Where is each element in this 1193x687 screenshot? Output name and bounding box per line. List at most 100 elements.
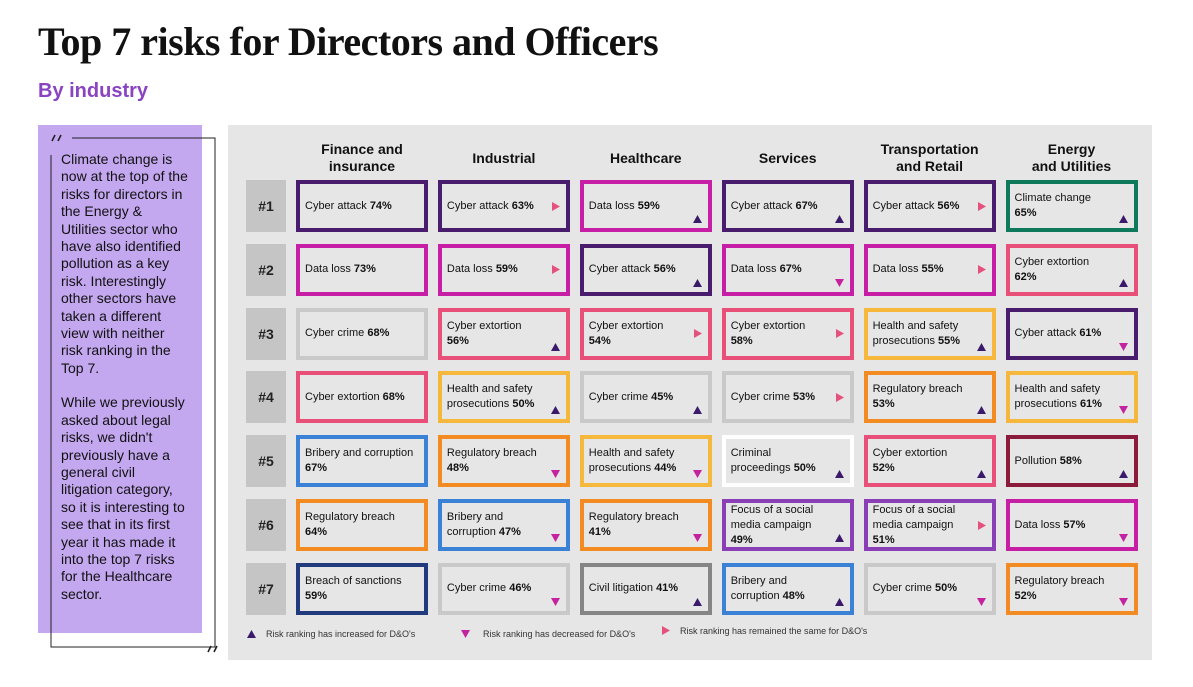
risk-value: 59% bbox=[495, 263, 518, 276]
triangle bbox=[835, 392, 844, 402]
risk-cell: Bribery and corruption 47% bbox=[437, 499, 570, 551]
risk-text: Focus of a social media campaign 51% bbox=[873, 503, 969, 548]
risk-value: 55% bbox=[921, 263, 944, 276]
risk-text: Cyber attack 63% bbox=[447, 199, 543, 214]
risk-cell: Criminal proceedings 50% bbox=[721, 435, 854, 488]
risk-name: Cyber attack bbox=[588, 263, 651, 276]
risk-value: 53% bbox=[793, 390, 816, 403]
risk-cell: Cyber extortion 68% bbox=[296, 371, 428, 424]
triangle bbox=[692, 470, 702, 479]
risk-name: Health and safety prosecutions bbox=[872, 319, 959, 347]
risk-cell: Cyber crime 45% bbox=[579, 371, 712, 424]
risk-value: 46% bbox=[509, 582, 532, 595]
risk-value: 50% bbox=[512, 398, 535, 411]
risk-cell: Regulatory breach 64% bbox=[296, 499, 428, 551]
trend-icon bbox=[977, 520, 986, 530]
risk-cell: Bribery and corruption 67% bbox=[296, 435, 428, 488]
quote-paragraph: Climate change is now at the top of the … bbox=[61, 151, 188, 376]
trend-icon bbox=[551, 265, 560, 275]
risk-cell: Cyber extortion 56% bbox=[437, 307, 570, 360]
trend-icon bbox=[692, 470, 702, 479]
risk-cell: Health and safety prosecutions 55% bbox=[863, 307, 996, 360]
risk-cell: Climate change 65% bbox=[1005, 180, 1138, 232]
risk-value: 44% bbox=[654, 462, 677, 475]
risk-name: Pollution bbox=[1014, 454, 1057, 467]
risk-cell: Cyber extortion 58% bbox=[721, 307, 854, 360]
trend-icon bbox=[692, 597, 702, 606]
risk-value: 67% bbox=[305, 462, 328, 475]
column-header: Industrial bbox=[434, 150, 574, 167]
risk-cell: Health and safety prosecutions 50% bbox=[437, 371, 570, 424]
risk-text: Health and safety prosecutions 50% bbox=[447, 382, 543, 412]
trend-icon bbox=[1118, 470, 1128, 479]
triangle bbox=[551, 265, 560, 275]
risk-value: 48% bbox=[446, 462, 469, 475]
risk-name: Data loss bbox=[305, 263, 351, 276]
risk-name: Cyber extortion bbox=[872, 447, 948, 460]
risk-name: Cyber extortion bbox=[305, 390, 380, 403]
risk-value: 65% bbox=[1014, 207, 1037, 219]
risk-value: 48% bbox=[782, 589, 805, 602]
trend-icon bbox=[835, 392, 844, 402]
trend-icon bbox=[551, 201, 560, 211]
risk-text: Data loss 59% bbox=[589, 199, 685, 214]
risk-value: 67% bbox=[779, 263, 802, 276]
risk-cell: Health and safety prosecutions 61% bbox=[1005, 371, 1138, 424]
risk-name: Focus of a social media campaign bbox=[730, 503, 814, 531]
triangle bbox=[692, 278, 702, 287]
trend-icon bbox=[976, 406, 986, 415]
subtitle: By industry bbox=[38, 80, 149, 102]
risk-text: Regulatory breach 53% bbox=[873, 382, 969, 412]
trend-icon bbox=[977, 201, 986, 211]
risk-value: 58% bbox=[730, 334, 753, 347]
risk-value: 64% bbox=[305, 526, 328, 538]
risk-cell: Civil litigation 41% bbox=[579, 562, 712, 615]
risk-text: Cyber crime 46% bbox=[447, 581, 543, 596]
triangle bbox=[835, 329, 844, 339]
risk-text: Cyber extortion 54% bbox=[589, 319, 685, 349]
risk-name: Cyber attack bbox=[446, 199, 509, 212]
risk-name: Data loss bbox=[872, 263, 919, 276]
risk-text: Data loss 55% bbox=[873, 262, 969, 277]
risk-name: Regulatory breach bbox=[305, 511, 395, 523]
header-line: and Retail bbox=[896, 158, 964, 174]
risk-cell: Pollution 58% bbox=[1005, 435, 1138, 488]
trend-icon bbox=[1118, 215, 1128, 223]
risk-text: Cyber extortion 58% bbox=[731, 319, 827, 349]
risk-name: Cyber attack bbox=[872, 199, 935, 212]
risk-value: 52% bbox=[872, 462, 895, 475]
trend-icon bbox=[550, 534, 560, 542]
risk-cell: Cyber attack 56% bbox=[579, 243, 712, 296]
risk-text: Civil litigation 41% bbox=[589, 581, 685, 596]
trend-icon bbox=[692, 534, 702, 542]
trend-icon bbox=[692, 215, 702, 223]
risk-value: 51% bbox=[872, 533, 895, 546]
header-line: and Utilities bbox=[1031, 158, 1112, 174]
risk-value: 73% bbox=[353, 263, 376, 276]
risk-text: Cyber attack 56% bbox=[589, 262, 685, 277]
risk-text: Cyber extortion 52% bbox=[873, 446, 969, 476]
rank-label: #5 bbox=[246, 435, 286, 488]
trend-icon bbox=[976, 597, 986, 606]
trend-icon bbox=[977, 265, 986, 275]
risk-cell: Cyber extortion 52% bbox=[863, 435, 996, 488]
triangle bbox=[1118, 406, 1128, 415]
risk-value: 59% bbox=[305, 589, 328, 602]
risk-name: Focus of a social media campaign bbox=[872, 503, 956, 531]
triangle bbox=[977, 265, 986, 275]
risk-name: Cyber crime bbox=[588, 390, 649, 403]
risk-value: 68% bbox=[382, 390, 405, 403]
triangle bbox=[1118, 278, 1128, 287]
quote-paragraph: While we previously asked about legal ri… bbox=[61, 394, 185, 602]
risk-text: Cyber extortion 68% bbox=[305, 390, 419, 405]
risk-cell: Cyber extortion 62% bbox=[1005, 243, 1138, 296]
trend-icon bbox=[834, 534, 844, 542]
risk-cell: Data loss 59% bbox=[437, 243, 570, 296]
risk-cell: Data loss 73% bbox=[296, 243, 428, 296]
risk-cell: Health and safety prosecutions 44% bbox=[579, 435, 712, 488]
rank-label: #4 bbox=[246, 371, 286, 424]
risk-cell: Cyber extortion 54% bbox=[579, 307, 712, 360]
rank-label: #2 bbox=[246, 243, 286, 296]
risk-text: Focus of a social media campaign 49% bbox=[731, 503, 827, 548]
